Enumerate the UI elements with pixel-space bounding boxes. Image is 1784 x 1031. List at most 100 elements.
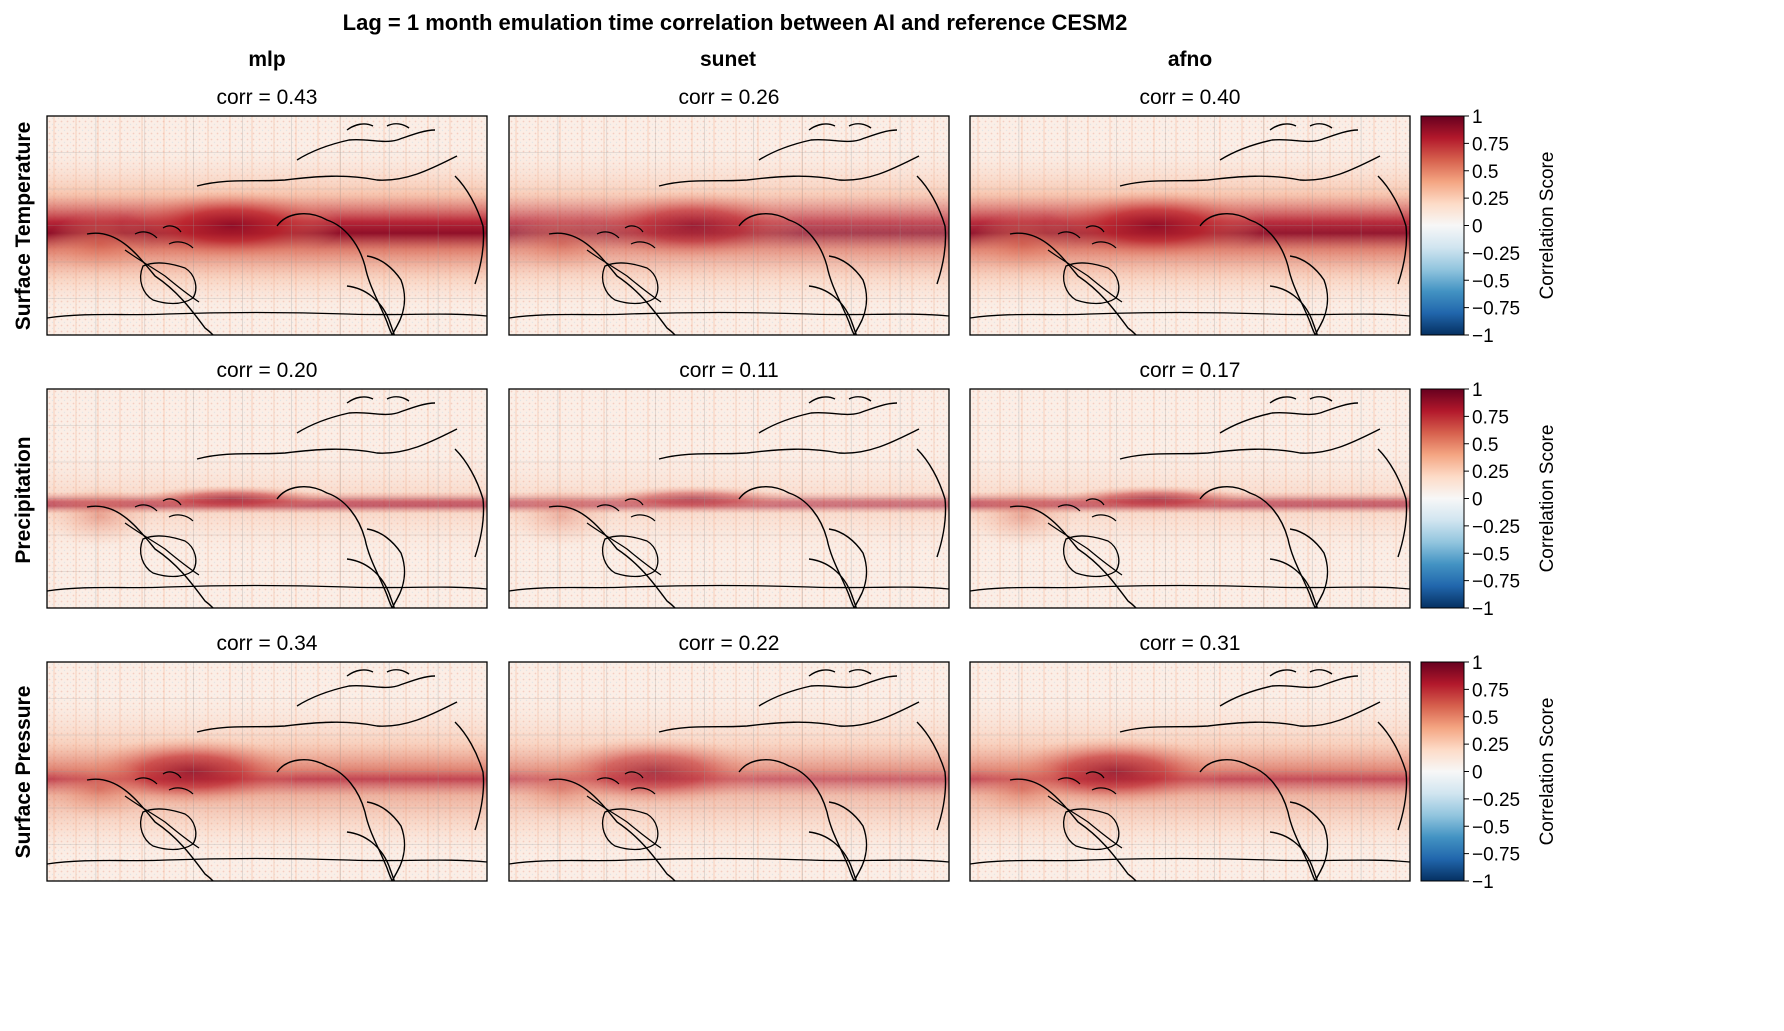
hot-spot xyxy=(1058,485,1252,512)
map-panel-r0-c1: corr = 0.26 xyxy=(508,86,950,336)
figure-title: Lag = 1 month emulation time correlation… xyxy=(343,10,1128,35)
colorbar-tick-label: 1 xyxy=(1472,653,1483,674)
warm-spot xyxy=(970,212,1076,274)
colorbar-gradient xyxy=(1420,388,1465,609)
colorbar-tick-label: 0 xyxy=(1472,763,1483,784)
warm-spot xyxy=(509,758,615,820)
map-field xyxy=(47,389,487,608)
colorbar-gradient xyxy=(1420,661,1465,882)
colorbar-r0: 1 0.75 0.5 0.25 0 −0.25 −0.5 −0.75 −1 Correlation… xyxy=(1420,107,1558,347)
hot-spot xyxy=(583,190,804,261)
panel-frame xyxy=(508,388,950,609)
colorbar-tick-label: −1 xyxy=(1472,872,1494,893)
map-panels: corr = 0.43 corr = 0.26 corr = 0.40 corr = … xyxy=(46,86,1411,882)
panel-frame xyxy=(46,661,488,882)
panel-title: corr = 0.43 xyxy=(217,86,318,109)
panel-frame xyxy=(969,661,1411,882)
colorbar-tick-label: 0.25 xyxy=(1472,735,1509,756)
colorbar-tick-label: −0.75 xyxy=(1472,299,1520,320)
colorbar-r1: 1 0.75 0.5 0.25 0 −0.25 −0.5 −0.75 −1 Correlation… xyxy=(1420,380,1558,620)
map-field xyxy=(47,662,487,881)
colorbar-tick-label: −1 xyxy=(1472,599,1494,620)
map-field xyxy=(509,116,949,335)
colorbar-tick-label: −0.25 xyxy=(1472,790,1520,811)
colorbar-tick-label: 0.25 xyxy=(1472,462,1509,483)
graticule xyxy=(970,662,1410,881)
colorbar-label: Correlation Score xyxy=(1537,425,1558,573)
map-field xyxy=(970,389,1410,608)
panel-frame xyxy=(969,115,1411,336)
colorbar-tick-label: 0.5 xyxy=(1472,435,1498,456)
map-panel-r0-c0: corr = 0.43 xyxy=(46,86,488,336)
colorbar-tick-label: 1 xyxy=(1472,380,1483,401)
row-label-surface-temperature: Surface Temperature xyxy=(12,122,35,331)
colorbar-tick-label: 0 xyxy=(1472,490,1483,511)
warm-spot xyxy=(47,212,153,274)
warm-spot xyxy=(970,485,1076,547)
colorbar-label: Correlation Score xyxy=(1537,698,1558,846)
panel-title: corr = 0.17 xyxy=(1140,359,1241,382)
hot-spot xyxy=(597,485,791,512)
map-panel-r1-c1: corr = 0.11 xyxy=(508,359,950,609)
hot-spot xyxy=(135,485,329,512)
panel-frame xyxy=(46,115,488,336)
map-panel-r1-c0: corr = 0.20 xyxy=(46,359,488,609)
panel-frame xyxy=(508,661,950,882)
colorbars: 1 0.75 0.5 0.25 0 −0.25 −0.5 −0.75 −1 Correlation… xyxy=(1420,107,1558,893)
colorbar-tick-label: 0.25 xyxy=(1472,189,1509,210)
column-header-sunet: sunet xyxy=(700,48,756,71)
map-panel-r0-c2: corr = 0.40 xyxy=(969,86,1411,336)
colorbar-tick-label: 0.75 xyxy=(1472,134,1509,155)
colorbar-tick-label: 0.75 xyxy=(1472,680,1509,701)
panel-title: corr = 0.31 xyxy=(1140,632,1241,655)
graticule xyxy=(970,116,1410,335)
panel-title: corr = 0.11 xyxy=(679,359,778,382)
column-header-afno: afno xyxy=(1168,48,1212,71)
colorbar-tick-label: −0.75 xyxy=(1472,845,1520,866)
panel-title: corr = 0.26 xyxy=(679,86,780,109)
panel-title: corr = 0.40 xyxy=(1140,86,1241,109)
map-panel-r2-c2: corr = 0.31 xyxy=(969,632,1411,882)
warm-spot xyxy=(509,212,615,274)
colorbar-tick-label: 0.75 xyxy=(1472,407,1509,428)
colorbar-tick-label: 0 xyxy=(1472,217,1483,238)
warm-spot xyxy=(970,758,1076,820)
map-field xyxy=(509,662,949,881)
colorbar-tick-label: −0.75 xyxy=(1472,572,1520,593)
colorbar-tick-label: 0.5 xyxy=(1472,708,1498,729)
map-field xyxy=(970,116,1410,335)
panel-title: corr = 0.20 xyxy=(217,359,318,382)
colorbar-gradient xyxy=(1420,115,1465,336)
colorbar-r2: 1 0.75 0.5 0.25 0 −0.25 −0.5 −0.75 −1 Correlation… xyxy=(1420,653,1558,893)
row-label-precipitation: Precipitation xyxy=(12,436,35,563)
panel-title: corr = 0.34 xyxy=(217,632,318,655)
colorbar-tick-label: 0.5 xyxy=(1472,162,1498,183)
warm-spot xyxy=(509,485,615,547)
panel-frame xyxy=(969,388,1411,609)
row-label-surface-pressure: Surface Pressure xyxy=(12,686,35,859)
colorbar-tick-label: −1 xyxy=(1472,326,1494,347)
map-field xyxy=(47,116,487,335)
hot-spot xyxy=(1044,190,1265,261)
warm-spot xyxy=(47,758,153,820)
panel-frame xyxy=(46,388,488,609)
map-panel-r2-c1: corr = 0.22 xyxy=(508,632,950,882)
colorbar-tick-label: −0.25 xyxy=(1472,244,1520,265)
panel-frame xyxy=(508,115,950,336)
colorbar-label: Correlation Score xyxy=(1537,152,1558,300)
hot-spot xyxy=(121,190,342,261)
graticule xyxy=(970,389,1410,608)
colorbar-tick-label: 1 xyxy=(1472,107,1483,128)
panel-title: corr = 0.22 xyxy=(679,632,780,655)
map-panel-r2-c0: corr = 0.34 xyxy=(46,632,488,882)
map-field xyxy=(509,389,949,608)
column-header-mlp: mlp xyxy=(248,48,285,71)
colorbar-tick-label: −0.25 xyxy=(1472,517,1520,538)
colorbar-tick-label: −0.5 xyxy=(1472,817,1510,838)
colorbar-tick-label: −0.5 xyxy=(1472,271,1510,292)
warm-spot xyxy=(47,485,153,547)
map-panel-r1-c2: corr = 0.17 xyxy=(969,359,1411,609)
map-field xyxy=(970,662,1410,881)
colorbar-tick-label: −0.5 xyxy=(1472,544,1510,565)
